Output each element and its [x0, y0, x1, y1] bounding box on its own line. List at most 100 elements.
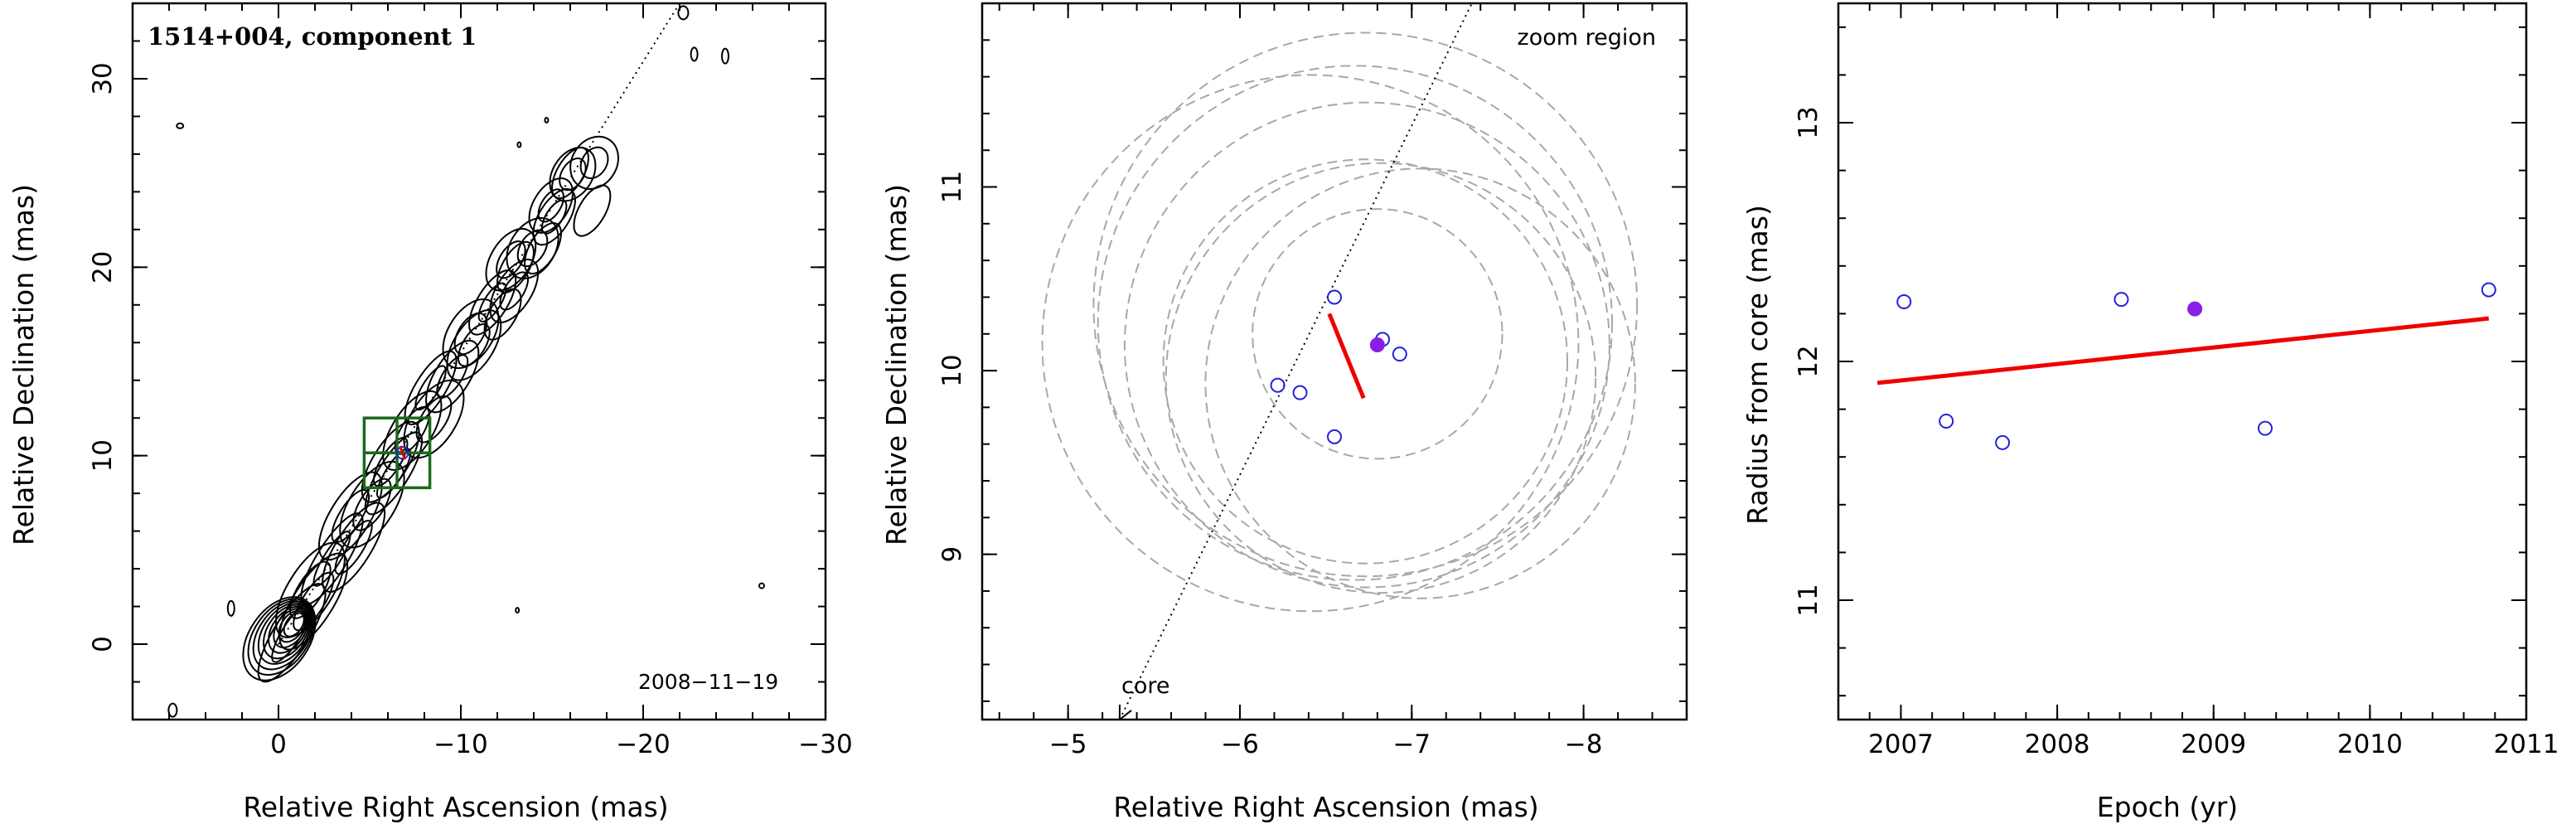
- zoom-region-label: zoom region: [1518, 25, 1656, 51]
- panel1-title: 1514+004, component 1: [148, 22, 477, 51]
- jet-contour: [537, 188, 564, 223]
- jet-contour: [442, 298, 500, 370]
- y-tick-label: 13: [1794, 106, 1823, 138]
- y-tick-label: 9: [937, 546, 967, 563]
- beam-circle: [1097, 65, 1614, 581]
- x-tick-label: −10: [433, 730, 487, 759]
- outer-jet-contour: [496, 240, 535, 293]
- jet-axis-line: [1118, 3, 1473, 720]
- panel1-xlabel: Relative Right Ascension (mas): [243, 791, 668, 823]
- panel1-ylabel: Relative Declination (mas): [7, 184, 40, 545]
- zoom-plot-area: [1041, 3, 1639, 720]
- beam-circle: [1092, 32, 1639, 578]
- jet-contour: [528, 177, 574, 234]
- panel1-axes: 0 −10 −20 −30 0 10 20 30: [88, 2, 853, 759]
- x-tick-label: 2009: [2181, 730, 2246, 759]
- radius-epoch-point: [2114, 292, 2129, 308]
- jet-contour: [569, 135, 619, 190]
- jet-contour: [453, 312, 488, 356]
- panel2-xlabel: Relative Right Ascension (mas): [1113, 791, 1538, 823]
- noise-contour: [690, 46, 699, 62]
- panel2-axes: −5 −6 −7 −8 9 10 11: [937, 2, 1687, 759]
- x-tick-label: −5: [1049, 730, 1087, 759]
- y-tick-label: 0: [88, 636, 118, 652]
- x-tick-label: −6: [1221, 730, 1259, 759]
- jet-contour: [436, 354, 469, 399]
- outer-jet-contour: [573, 184, 612, 237]
- y-tick-label: 30: [88, 62, 118, 95]
- x-tick-label: −20: [616, 730, 670, 759]
- core-contour: [247, 598, 315, 676]
- jet-contour: [579, 146, 609, 180]
- noise-contour: [842, 208, 845, 213]
- epoch-position-point: [1392, 347, 1407, 362]
- beam-circle: [1252, 208, 1503, 460]
- y-tick-label: 20: [88, 251, 118, 284]
- beam-circle: [1162, 158, 1569, 565]
- noise-contour: [176, 122, 185, 129]
- x-tick-label: 2008: [2025, 730, 2090, 759]
- velocity-vector: [1327, 313, 1366, 400]
- jet-contour: [322, 502, 386, 593]
- beam-circle: [1165, 162, 1597, 594]
- epoch-position-point: [1292, 385, 1308, 400]
- noise-contour: [721, 47, 729, 65]
- jet-contour: [477, 282, 507, 322]
- current-epoch-point: [2187, 301, 2203, 317]
- y-tick-label: 10: [88, 439, 118, 472]
- x-tick-label: −7: [1392, 730, 1431, 759]
- x-tick-label: 0: [270, 730, 287, 759]
- linear-fit-line: [1876, 316, 2489, 385]
- epoch-position-point: [1270, 377, 1286, 393]
- x-tick-label: −30: [798, 730, 852, 759]
- noise-contour: [544, 116, 550, 124]
- beam-circle: [1041, 74, 1580, 613]
- noise-contour: [167, 702, 178, 718]
- core-arrowhead: [1118, 704, 1132, 720]
- radius-epoch-point: [1995, 434, 2011, 450]
- jet-contour: [485, 228, 537, 292]
- beam-circle: [1204, 167, 1636, 599]
- y-tick-label: 12: [1794, 345, 1823, 377]
- component-marker: [395, 446, 409, 460]
- panel2-frame: [981, 2, 1688, 721]
- panel1-frame: [131, 2, 827, 721]
- y-tick-label: 10: [937, 354, 967, 386]
- panel-zoom-region: −5 −6 −7 −8 9 10 11 zoom region core Relative …: [880, 2, 1688, 823]
- outer-jet-contour: [524, 222, 562, 275]
- beam-circle: [1123, 101, 1610, 589]
- noise-contour: [515, 607, 521, 614]
- radius-epoch-point: [1939, 414, 1954, 429]
- outer-jet-contour: [483, 288, 522, 341]
- radius-plot-area: [1876, 282, 2496, 450]
- noise-contour: [758, 582, 765, 589]
- epoch-position-point: [1327, 289, 1342, 305]
- panel1-date-label: 2008−11−19: [638, 670, 778, 694]
- radius-epoch-point: [2481, 282, 2496, 298]
- outer-jet-contour: [551, 147, 589, 200]
- noise-contour: [677, 5, 690, 21]
- jet-axis-line: [278, 3, 680, 645]
- jet-contour: [257, 583, 327, 683]
- panel2-ylabel: Relative Declination (mas): [880, 184, 913, 545]
- component-vector: [399, 445, 407, 460]
- jet-contour: [312, 531, 351, 587]
- core-contour: [262, 604, 311, 660]
- panel3-axes: 2007 2008 2009 2010 2011 11 12 13: [1794, 3, 2559, 759]
- current-epoch-point: [1369, 337, 1385, 353]
- jet-contour: [274, 541, 346, 638]
- panel3-ylabel: Radius from core (mas): [1741, 205, 1774, 525]
- x-tick-label: −8: [1565, 730, 1603, 759]
- panel3-xlabel: Epoch (yr): [2097, 791, 2238, 823]
- jet-contour: [425, 339, 480, 414]
- radius-epoch-point: [2257, 420, 2273, 436]
- panel3-frame: [1837, 2, 2528, 721]
- epoch-position-point: [1327, 429, 1342, 444]
- jet-contour: [403, 379, 465, 459]
- y-tick-label: 11: [1794, 584, 1823, 616]
- jet-contour: [404, 350, 458, 425]
- noise-contour: [226, 599, 235, 617]
- core-label: core: [1121, 673, 1169, 699]
